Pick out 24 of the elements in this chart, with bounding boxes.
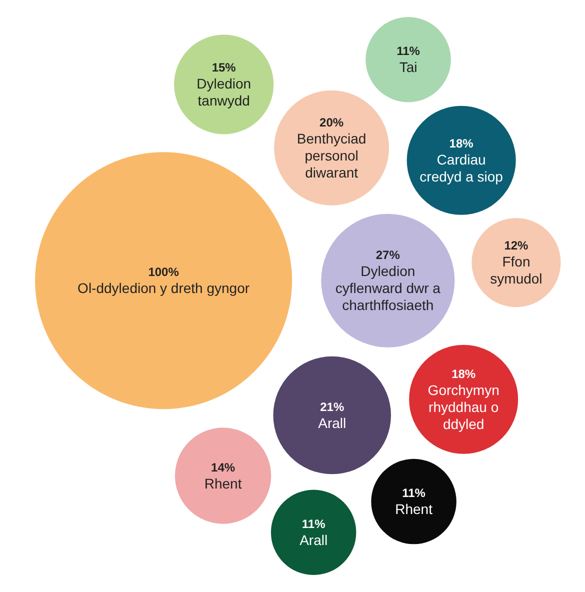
category-label: Rhent	[204, 475, 242, 492]
data-label: 11%	[396, 44, 420, 58]
category-label: Tai	[399, 59, 418, 76]
data-label: 18%	[449, 136, 474, 150]
data-label: 20%	[320, 115, 344, 130]
category-label: Dyledion tanwydd	[196, 75, 252, 108]
data-label: 12%	[504, 238, 529, 253]
category-label: Benthyciad personol diwarant	[296, 130, 366, 180]
category-label: Arall	[318, 414, 346, 431]
data-label: 11%	[402, 486, 426, 500]
data-label: 14%	[211, 460, 236, 474]
category-label: Rhent	[395, 501, 433, 518]
data-label: 21%	[320, 400, 344, 414]
data-label: 100%	[148, 265, 180, 280]
category-label: Gorchymyn rhyddhau o ddyled	[428, 382, 500, 432]
category-label: Cardiau credyd a siop	[420, 151, 504, 184]
data-label: 15%	[212, 60, 236, 74]
category-label: Arall	[300, 532, 328, 548]
category-label: Ol-ddyledion y dreth gyngor	[78, 280, 250, 296]
category-label: Dyledion cyflenward dwr a charthffosiaeth	[335, 263, 441, 314]
data-label: 18%	[452, 366, 476, 381]
data-label: 11%	[302, 516, 326, 531]
data-label: 27%	[376, 248, 400, 262]
category-label: Ffon symudol	[490, 254, 542, 287]
